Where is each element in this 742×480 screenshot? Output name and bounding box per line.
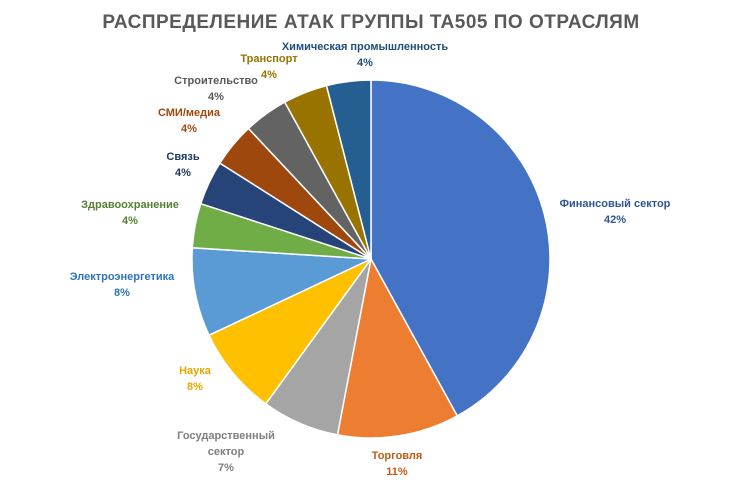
- slice-label: Строительство 4%: [174, 75, 258, 103]
- slice-label: Транспорт 4%: [240, 53, 298, 81]
- slice-label: Химическая промышленность 4%: [282, 41, 449, 69]
- pie-slice: [208, 258, 372, 405]
- slice-label: Электроэнергетика 8%: [70, 271, 175, 299]
- slice-label: Финансовый сектор 42%: [560, 198, 671, 226]
- pie-slice: [191, 246, 372, 337]
- slice-label: Торговля 11%: [372, 450, 423, 478]
- pie-slice: [336, 256, 459, 439]
- slice-label: СМИ/медиа 4%: [158, 107, 221, 135]
- slice-label: Связь 4%: [166, 151, 199, 179]
- slice-label: Здравоохранение 4%: [81, 199, 179, 227]
- slice-label: Наука 8%: [179, 365, 212, 393]
- pie-slice: [325, 79, 372, 260]
- slice-label: Государственный сектор 7%: [177, 430, 275, 474]
- pie-slice: [370, 79, 551, 417]
- chart-title: РАСПРЕДЕЛЕНИЕ АТАК ГРУППЫ TA505 ПО ОТРАС…: [102, 12, 640, 33]
